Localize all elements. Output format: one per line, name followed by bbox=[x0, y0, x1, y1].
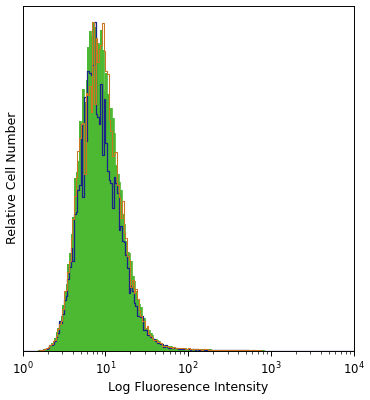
X-axis label: Log Fluoresence Intensity: Log Fluoresence Intensity bbox=[108, 382, 268, 394]
Y-axis label: Relative Cell Number: Relative Cell Number bbox=[6, 112, 18, 244]
